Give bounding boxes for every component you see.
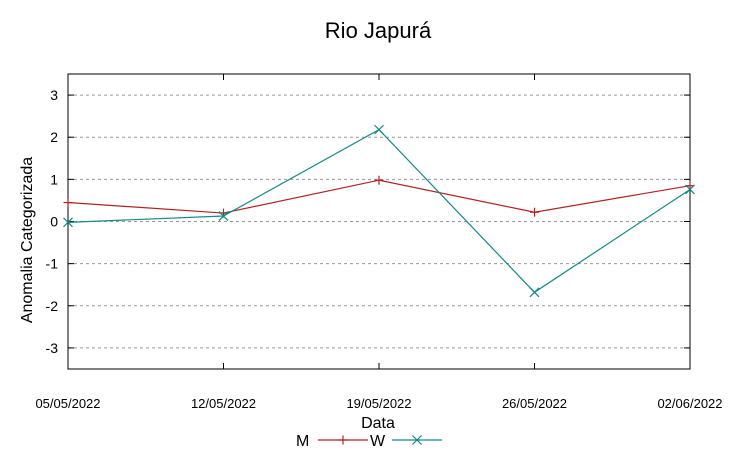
- series-W: [63, 124, 695, 298]
- point-marker: [685, 184, 695, 195]
- x-axis-ticks: 05/05/2022 12/05/2022 19/05/2022 26/05/2022…: [35, 74, 723, 411]
- point-marker: [412, 435, 422, 445]
- x-axis-label: Data: [361, 415, 395, 432]
- y-axis-ticks: -3 -2 -1 0 1 2 3: [46, 87, 690, 356]
- point-marker: [63, 217, 73, 228]
- x-tick-label: 19/05/2022: [346, 396, 411, 411]
- point-marker: [374, 124, 384, 135]
- legend-label-W: W: [370, 433, 386, 450]
- series-M: [63, 175, 695, 218]
- y-tick-label: -1: [46, 256, 59, 272]
- series-line-M: [67, 179, 691, 214]
- y-axis-label: Anomalia Categorizada: [19, 157, 36, 323]
- x-tick-label: 02/06/2022: [657, 396, 722, 411]
- y-tick-label: 3: [50, 87, 58, 103]
- y-tick-label: -3: [46, 340, 59, 356]
- y-tick-label: 0: [50, 214, 58, 230]
- chart-title: Rio Japurá: [325, 18, 432, 43]
- y-tick-label: 1: [50, 171, 58, 187]
- x-tick-label: 26/05/2022: [502, 396, 567, 411]
- point-marker: [529, 287, 540, 298]
- y-tick-label: 2: [50, 129, 58, 145]
- y-tick-label: -2: [46, 298, 59, 314]
- series-line-W: [67, 128, 691, 294]
- series-layer: [63, 124, 695, 298]
- grid-lines: [68, 94, 690, 349]
- x-tick-label: 12/05/2022: [191, 396, 256, 411]
- x-tick-label: 05/05/2022: [35, 396, 100, 411]
- legend-label-M: M: [296, 433, 309, 450]
- point-marker: [218, 211, 229, 221]
